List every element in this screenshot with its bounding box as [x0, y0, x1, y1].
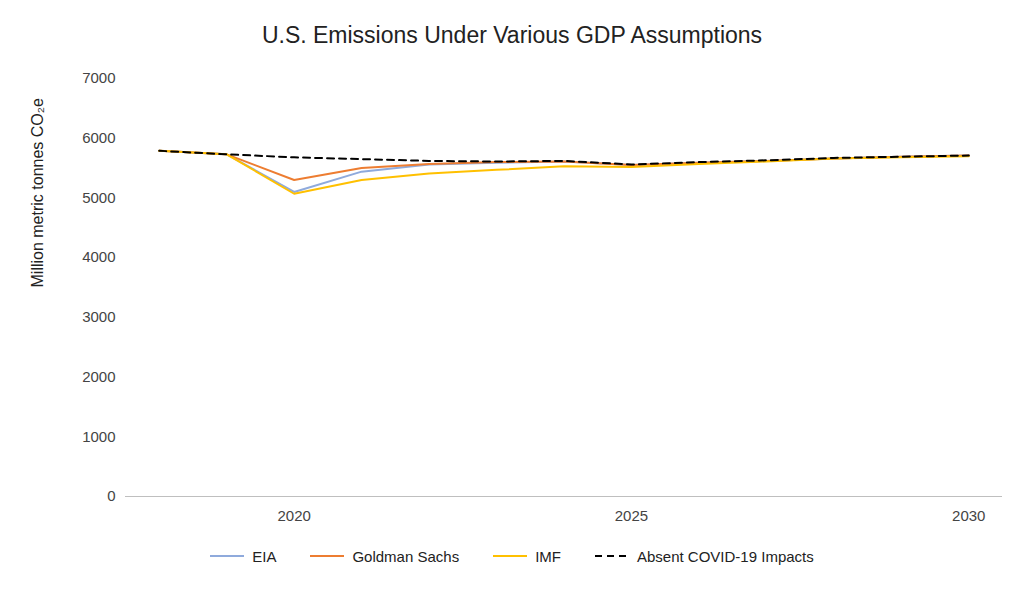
- svg-text:2020: 2020: [277, 507, 310, 524]
- html-text:Absent COVID-19 Impacts: Absent COVID-19 Impacts: [637, 547, 814, 565]
- svg-text:5000: 5000: [82, 189, 115, 206]
- svg-text:6000: 6000: [82, 129, 115, 146]
- svg-text:4000: 4000: [82, 248, 115, 265]
- svg-text:2030: 2030: [952, 507, 985, 524]
- html-text:EIA: EIA: [252, 547, 277, 565]
- html-text:U.S. Emissions Under Various G: U.S. Emissions Under Various GDP Assumpt…: [261, 22, 763, 48]
- html-text:IMF: IMF: [535, 547, 561, 565]
- svg-text:0: 0: [107, 487, 115, 504]
- svg-text:2000: 2000: [82, 368, 115, 385]
- svg-text:3000: 3000: [82, 308, 115, 325]
- svg-text:1000: 1000: [82, 428, 115, 445]
- svg-text:7000: 7000: [82, 69, 115, 86]
- svg-text:Million metric tonnes CO₂e: Million metric tonnes CO₂e: [29, 98, 46, 287]
- html-text:Goldman Sachs: Goldman Sachs: [352, 547, 460, 565]
- svg-text:2025: 2025: [615, 507, 648, 524]
